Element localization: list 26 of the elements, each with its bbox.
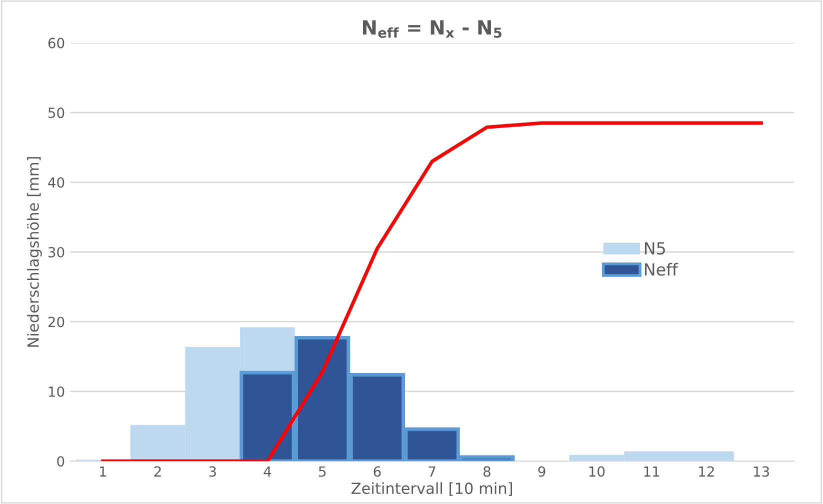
x-tick-label: 12 bbox=[699, 466, 714, 477]
x-tick-label: 5 bbox=[318, 466, 326, 477]
x-tick-label: 13 bbox=[754, 466, 769, 477]
x-tick-label: 1 bbox=[100, 466, 106, 477]
y-tick-label: 60 bbox=[48, 38, 64, 48]
x-tick-label: 4 bbox=[264, 466, 272, 477]
y-tick-label: 40 bbox=[48, 177, 64, 188]
chart-title: N$_{eff}$ = N$_{x}$ - N$_{5}$ bbox=[362, 20, 502, 38]
x-tick-label: 11 bbox=[644, 466, 660, 477]
x-tick-label: 3 bbox=[209, 466, 216, 477]
x-tick-label: 2 bbox=[154, 466, 161, 477]
legend-label: Neff bbox=[644, 262, 678, 276]
y-tick-label: 20 bbox=[48, 316, 64, 328]
y-axis-title: Niederschlagshöhe [mm] bbox=[27, 157, 42, 347]
y-tick-label: 30 bbox=[48, 246, 64, 258]
legend-label: N5 bbox=[644, 242, 665, 255]
x-tick-label: 8 bbox=[483, 466, 490, 477]
x-tick-label: 7 bbox=[428, 466, 436, 477]
line-series bbox=[101, 121, 764, 462]
y-tick-label: 0 bbox=[57, 456, 64, 467]
x-tick-label: 10 bbox=[589, 466, 605, 477]
x-tick-label: 9 bbox=[538, 466, 546, 477]
x-tick-label: 6 bbox=[374, 466, 381, 477]
y-tick-label: 50 bbox=[48, 108, 64, 118]
y-tick-label: 10 bbox=[48, 386, 64, 397]
x-axis-title: Zeitintervall [10 min] bbox=[352, 482, 512, 496]
